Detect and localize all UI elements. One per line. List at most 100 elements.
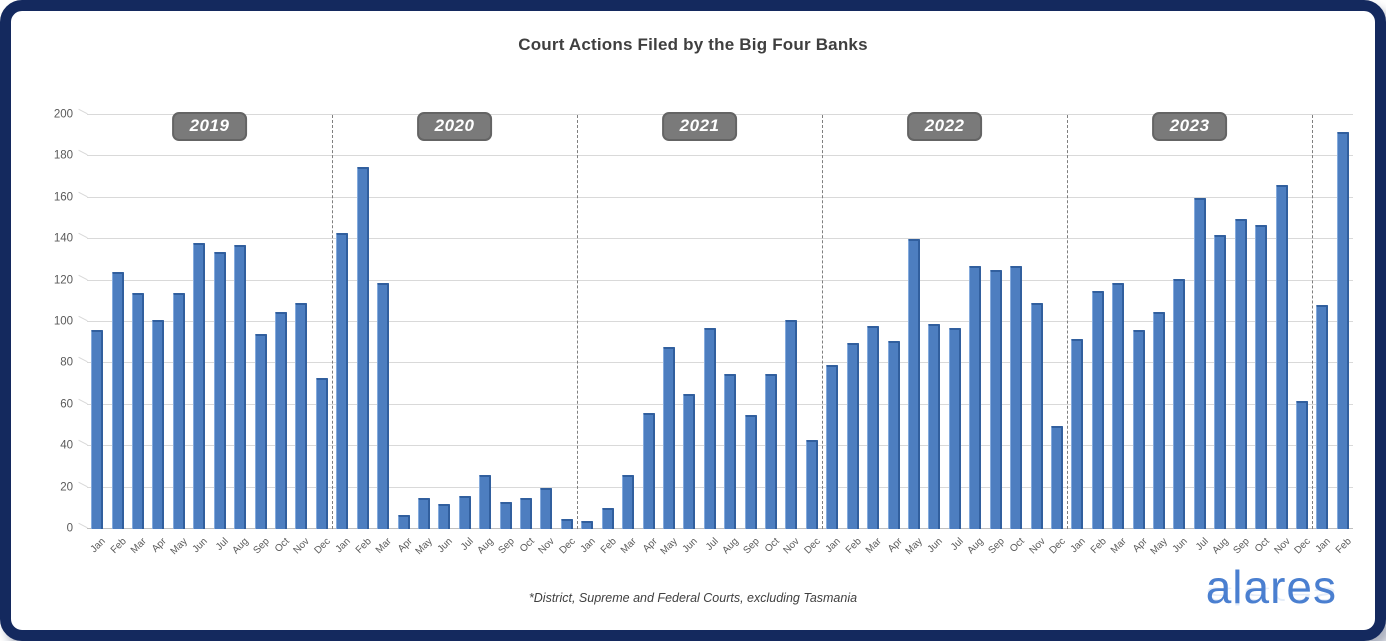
bar-2019-Sep	[254, 334, 267, 529]
chart-title: Court Actions Filed by the Big Four Bank…	[518, 35, 868, 54]
y-axis-tick-label: 160	[53, 191, 73, 204]
gridline-depth-tick	[78, 232, 88, 239]
plot-area: 0 20 40 60 80 100 120 140 160 180 200 Jan Feb Mar Apr M…	[54, 108, 1354, 557]
bar-2020-Sep	[499, 502, 512, 529]
bar-next-Jan	[1316, 305, 1329, 529]
gridline-160: 160	[54, 191, 1353, 203]
bar-2021-Mar	[622, 475, 635, 529]
gridline-depth-tick	[78, 108, 88, 115]
bar-2022-Jul	[948, 328, 961, 529]
year-separator	[822, 115, 824, 529]
gridline-140: 140	[54, 233, 1353, 245]
bar-2021-Sep	[744, 415, 757, 529]
bar-2019-Mar	[132, 293, 145, 529]
bar-2023-May	[1153, 311, 1166, 529]
bar-2022-Mar	[867, 326, 880, 529]
gridline-depth-tick	[78, 274, 88, 280]
y-axis-tick-label: 180	[53, 149, 73, 162]
bar-2023-Jul	[1193, 197, 1206, 529]
gridline-depth-tick	[78, 398, 88, 405]
y-axis-tick-label: 120	[53, 274, 73, 287]
gridline-20: 20	[60, 481, 1353, 493]
bar-2020-Jun	[438, 504, 451, 529]
bar-2019-Jul	[213, 251, 226, 529]
year-separator	[332, 115, 334, 529]
bar-2023-Sep	[1234, 218, 1247, 529]
bar-2023-Dec	[1295, 400, 1308, 529]
bar-2019-Apr	[152, 319, 165, 529]
bar-2022-Jan	[826, 365, 839, 529]
bar-2021-Dec	[805, 440, 818, 529]
gridline-180: 180	[54, 150, 1353, 162]
bar-2023-Apr	[1132, 330, 1145, 529]
year-badge-2021: 2021	[661, 112, 738, 141]
y-axis-tick-label: 20	[60, 481, 73, 494]
bar-2020-Mar	[377, 282, 390, 529]
gridline-80: 80	[60, 357, 1353, 369]
year-badge-2022: 2022	[906, 112, 983, 141]
year-badge-2020: 2020	[416, 112, 493, 141]
chart-footnote: *District, Supreme and Federal Courts, e…	[528, 591, 858, 605]
bar-2019-Oct	[274, 311, 287, 529]
bar-2019-Jun	[193, 243, 206, 529]
bar-2022-Sep	[989, 270, 1002, 529]
bar-2023-Oct	[1255, 224, 1268, 529]
bar-2022-May	[907, 239, 920, 529]
gridline-100: 100	[54, 315, 1353, 327]
bar-2019-Nov	[295, 303, 308, 529]
bar-2020-Nov	[540, 487, 553, 529]
gridline-depth-tick	[78, 522, 88, 529]
bar-2021-Aug	[724, 373, 737, 529]
bar-2022-Jun	[928, 324, 941, 529]
year-separator	[1312, 115, 1314, 529]
bar-2022-Nov	[1030, 303, 1043, 529]
bar-2023-Nov	[1275, 185, 1288, 529]
bar-2020-Dec	[560, 518, 573, 529]
gridline-depth-tick	[78, 191, 88, 198]
year-badge-2023: 2023	[1151, 112, 1228, 141]
year-separator	[577, 115, 579, 529]
y-axis-tick-label: 140	[53, 232, 73, 245]
bar-2023-Mar	[1112, 282, 1125, 529]
year-separator	[1067, 115, 1069, 529]
bar-2023-Feb	[1091, 290, 1104, 529]
bar-2019-Feb	[111, 272, 124, 529]
gridline-depth-tick	[78, 315, 88, 322]
y-axis-tick-label: 40	[60, 439, 73, 452]
bar-2022-Feb	[846, 342, 859, 529]
gridline-0: 0	[67, 522, 1353, 534]
bar-next-Feb	[1336, 131, 1349, 529]
bar-2021-Apr	[642, 413, 655, 529]
gridline-depth-tick	[78, 439, 88, 446]
y-axis-tick-label: 80	[60, 356, 73, 369]
bar-2020-Apr	[397, 514, 410, 529]
bar-2021-Feb	[601, 508, 614, 529]
bar-2022-Oct	[1010, 266, 1023, 529]
bar-2020-May	[417, 497, 430, 529]
gridline-depth-tick	[78, 357, 88, 363]
bar-2021-Oct	[765, 373, 778, 529]
y-axis-tick-label: 60	[60, 398, 73, 411]
bar-2019-Dec	[315, 377, 328, 529]
bar-2021-Jul	[703, 328, 716, 529]
y-axis-tick-label: 0	[66, 522, 73, 535]
gridline-depth-tick	[78, 150, 88, 156]
bar-2022-Dec	[1050, 425, 1063, 529]
bar-2021-Jun	[683, 394, 696, 529]
bar-2023-Jan	[1071, 338, 1084, 529]
bar-2019-May	[172, 293, 185, 529]
bar-2021-Nov	[785, 319, 798, 529]
year-badge-2019: 2019	[171, 112, 248, 141]
bar-2021-May	[662, 346, 675, 529]
bar-2020-Jul	[458, 495, 471, 529]
bar-2020-Feb	[356, 166, 369, 529]
bar-2023-Jun	[1173, 278, 1186, 529]
y-axis-tick-label: 100	[53, 315, 73, 328]
gridline-depth-tick	[78, 481, 88, 487]
bar-2020-Jan	[336, 233, 349, 529]
alares-logo: alares	[1205, 561, 1337, 613]
bar-2019-Jan	[91, 330, 104, 529]
bar-2020-Oct	[520, 497, 533, 529]
bar-2020-Aug	[479, 475, 492, 529]
bar-2022-Aug	[969, 266, 982, 529]
